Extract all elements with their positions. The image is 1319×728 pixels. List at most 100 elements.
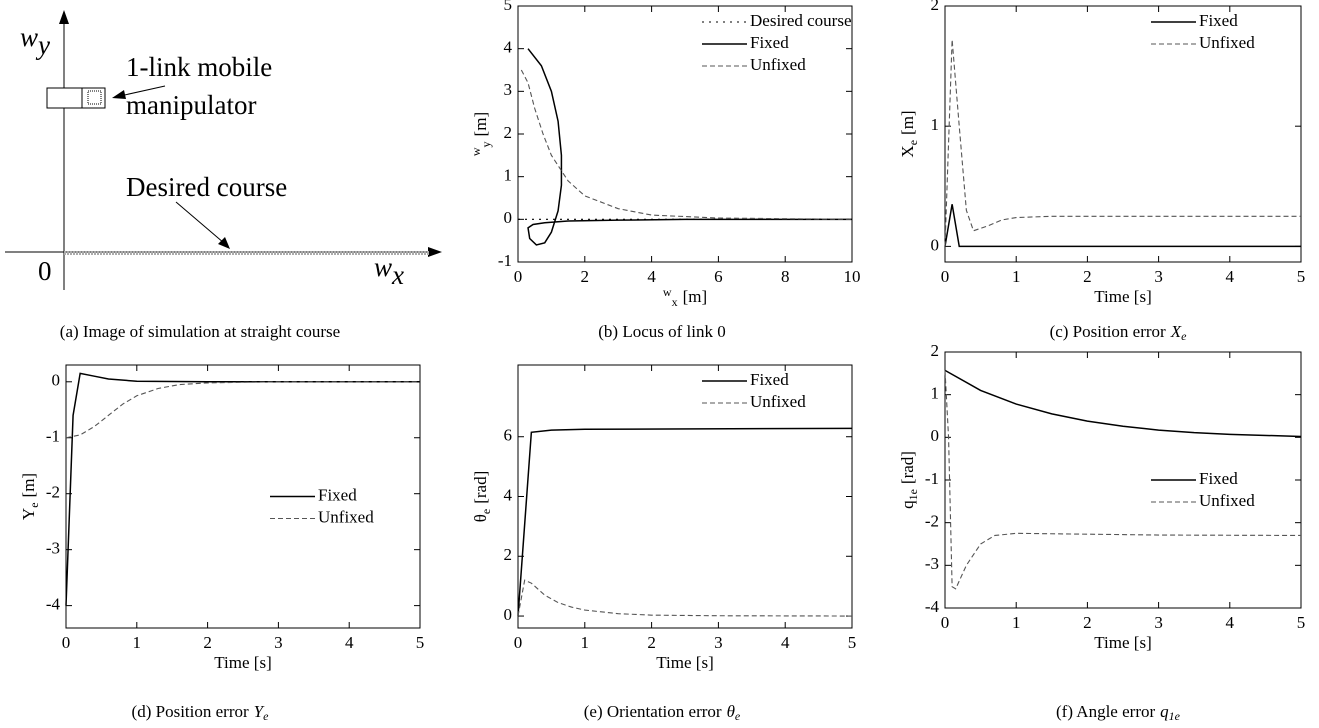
legend-label: Unfixed	[750, 55, 806, 74]
x-tick-label: 5	[848, 633, 857, 652]
y-tick-label: 1	[931, 115, 940, 134]
axis-label: Time [s]	[656, 653, 713, 672]
label-sub: x	[391, 260, 404, 290]
x-tick-label: 3	[1154, 613, 1163, 632]
y-tick-label: 0	[931, 235, 940, 254]
caption-sub: e	[1181, 329, 1187, 343]
x-tick-label: 3	[1154, 267, 1163, 286]
course-label: Desired course	[126, 172, 287, 202]
caption-text: (d) Position error	[132, 702, 249, 721]
y-tick-label: 2	[504, 123, 513, 142]
caption-symbol: X	[1170, 322, 1182, 341]
label-base: Time [s]	[214, 653, 271, 672]
caption: (a) Image of simulation at straight cour…	[60, 322, 340, 341]
y-tick-label: 0	[931, 426, 940, 445]
series-line	[521, 70, 852, 219]
legend-label: Unfixed	[318, 507, 374, 526]
label-base: Y	[19, 508, 38, 520]
axis-label: q1e[rad]	[898, 451, 920, 509]
caption-text: (b) Locus of link 0	[598, 322, 725, 341]
x-tick-label: 3	[274, 633, 283, 652]
series-line	[945, 370, 1301, 588]
x-tick-label: 6	[714, 267, 723, 286]
y-tick-label: 3	[504, 80, 513, 99]
y-tick-label: -2	[46, 483, 60, 502]
caption-sub: e	[735, 709, 741, 723]
legend-label: Fixed	[1199, 11, 1238, 30]
plot-frame	[945, 352, 1301, 608]
origin-label: 0	[38, 256, 52, 286]
label-base: Time [s]	[1094, 287, 1151, 306]
series-line	[518, 428, 852, 616]
series-line	[945, 40, 1301, 247]
x-tick-label: 8	[781, 267, 790, 286]
series-line	[528, 49, 852, 245]
label-unit: [m]	[898, 110, 917, 135]
legend-label: Fixed	[318, 485, 357, 504]
x-tick-label: 4	[1226, 613, 1235, 632]
x-tick-label: 2	[1083, 267, 1092, 286]
label-base: Time [s]	[656, 653, 713, 672]
y-tick-label: -1	[498, 251, 512, 270]
x-tick-label: 4	[647, 267, 656, 286]
x-tick-label: 5	[1297, 613, 1306, 632]
caption-text: (e) Orientation error	[584, 702, 722, 721]
x-tick-label: 2	[1083, 613, 1092, 632]
label-unit: [rad]	[898, 451, 917, 484]
label-sub: y	[479, 141, 493, 147]
x-tick-label: 2	[647, 633, 656, 652]
x-tick-label: 0	[514, 267, 523, 286]
label-unit: [m]	[683, 287, 708, 306]
pointer	[176, 202, 224, 243]
legend-label: Fixed	[750, 370, 789, 389]
y-tick-label: 0	[504, 208, 513, 227]
y-tick-label: 1	[931, 384, 940, 403]
y-axis-label: wy	[20, 22, 50, 60]
axis-label: Time [s]	[1094, 287, 1151, 306]
x-axis-label: wx	[374, 252, 404, 290]
legend-label: Unfixed	[750, 392, 806, 411]
diagram-arrow	[428, 247, 442, 257]
caption: (b) Locus of link 0	[598, 322, 725, 341]
x-tick-label: 0	[941, 613, 950, 632]
caption-sub: e	[263, 709, 269, 723]
legend-label: Unfixed	[1199, 33, 1255, 52]
diagram-arrow	[59, 10, 69, 24]
series-line	[945, 370, 1301, 436]
label-unit: [m]	[19, 473, 38, 498]
y-tick-label: -1	[46, 427, 60, 446]
label-base: X	[898, 145, 917, 157]
y-tick-label: 6	[504, 426, 513, 445]
x-tick-label: 10	[844, 267, 861, 286]
x-tick-label: 0	[514, 633, 523, 652]
legend-label: Fixed	[750, 33, 789, 52]
caption-symbol: θ	[727, 702, 735, 721]
label-unit: [m]	[471, 112, 490, 137]
chart: 0246810-1012345wx[m]wy[m](b) Locus of li…	[469, 0, 861, 341]
x-tick-label: 1	[1012, 267, 1021, 286]
caption-text: (f) Angle error	[1056, 702, 1155, 721]
caption: (e) Orientation error θe	[584, 702, 741, 723]
x-tick-label: 1	[1012, 613, 1021, 632]
x-tick-label: 4	[345, 633, 354, 652]
series-line	[945, 204, 1301, 246]
label-sub: 1e	[906, 489, 920, 500]
y-tick-label: 0	[504, 605, 513, 624]
label-sub: x	[672, 295, 678, 309]
diagram: wy wx 0 1-link mobile manipulator Desire…	[5, 10, 442, 341]
label-base: w	[20, 22, 38, 52]
axis-label: Time [s]	[214, 653, 271, 672]
y-tick-label: -4	[46, 595, 61, 614]
y-tick-label: 2	[504, 545, 513, 564]
axis-label: wx [m]	[663, 285, 707, 309]
x-tick-label: 5	[1297, 267, 1306, 286]
axis-label: Xe[m]	[898, 110, 920, 157]
y-tick-label: 4	[504, 38, 513, 57]
y-tick-label: 5	[504, 0, 513, 14]
label-sub: y	[35, 30, 50, 60]
label-sup: w	[663, 285, 672, 299]
